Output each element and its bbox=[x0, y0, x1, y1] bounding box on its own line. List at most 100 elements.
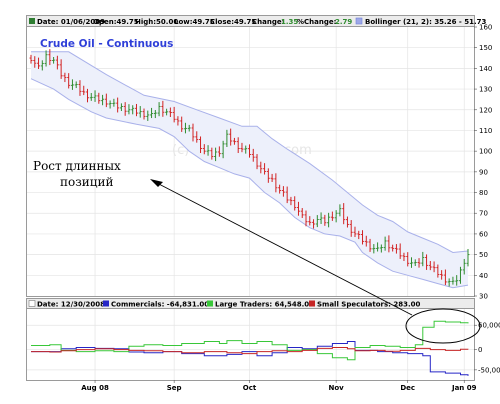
header-open: Open:49.75 bbox=[93, 18, 139, 26]
price-bar bbox=[338, 204, 342, 217]
price-bar bbox=[342, 203, 346, 225]
price-bar bbox=[214, 147, 218, 162]
price-bar bbox=[63, 72, 67, 83]
price-bar bbox=[131, 105, 135, 115]
price-bar bbox=[165, 108, 169, 116]
price-bar bbox=[409, 257, 413, 268]
price-bar bbox=[101, 94, 105, 106]
annotation-arrow bbox=[154, 181, 413, 316]
annotation-line-2: позиций bbox=[60, 175, 113, 189]
price-bar bbox=[440, 270, 444, 280]
price-bar bbox=[349, 220, 353, 237]
price-bar bbox=[334, 210, 338, 223]
cot-y-tick-label: 60,000 bbox=[478, 322, 500, 330]
price-y-axis: 30 40 50 60 70 80 90 100 110 120 130 140 150 160 bbox=[474, 24, 492, 301]
price-bar bbox=[312, 219, 316, 229]
price-bar bbox=[413, 259, 417, 266]
price-bar bbox=[432, 261, 436, 273]
price-header: Date: 01/06/2009 Open:49.75 High:50.00 L… bbox=[29, 17, 487, 26]
price-bars bbox=[29, 49, 470, 287]
price-bar bbox=[195, 131, 199, 143]
price-bar bbox=[368, 238, 372, 252]
x-tick-label: Jan 09 bbox=[451, 384, 477, 392]
price-bar bbox=[199, 136, 203, 154]
y-tick-label: 30 bbox=[479, 293, 488, 301]
price-bar bbox=[187, 124, 191, 132]
price-bar bbox=[217, 146, 221, 157]
header-pct-value: 2.79 bbox=[335, 18, 352, 26]
price-bar bbox=[44, 50, 48, 67]
header-low: Low:49.75 bbox=[174, 18, 215, 26]
price-bar bbox=[29, 54, 33, 64]
cot-panel bbox=[26, 298, 475, 381]
y-tick-label: 130 bbox=[479, 86, 492, 94]
price-bar bbox=[150, 107, 154, 119]
cot-series-line bbox=[31, 347, 469, 355]
price-bar bbox=[240, 142, 244, 153]
price-bar bbox=[353, 226, 357, 238]
x-tick-label: Dec bbox=[400, 384, 415, 392]
price-bar bbox=[232, 137, 236, 145]
x-axis: Aug 08 Sep Oct Nov Dec Jan 09 bbox=[81, 380, 477, 392]
price-bar bbox=[387, 235, 391, 253]
price-bar bbox=[229, 128, 233, 146]
price-bar bbox=[421, 251, 425, 267]
price-bar bbox=[221, 140, 225, 159]
price-bar bbox=[357, 230, 361, 240]
price-bar bbox=[428, 261, 432, 271]
bollinger-lower bbox=[30, 78, 469, 289]
price-bar bbox=[263, 163, 267, 175]
price-bar bbox=[281, 186, 285, 197]
price-bar bbox=[372, 244, 376, 254]
price-bar bbox=[327, 212, 331, 228]
header-bollinger: Bollinger (21, 2): 35.26 - 51.73 bbox=[365, 18, 487, 26]
price-bar bbox=[104, 93, 108, 108]
y-tick-label: 60 bbox=[479, 230, 488, 238]
header-close: Close:49.75 bbox=[210, 18, 256, 26]
x-tick-label: Sep bbox=[167, 384, 182, 392]
price-bar bbox=[52, 57, 56, 64]
price-bar bbox=[300, 208, 304, 218]
price-bar bbox=[112, 98, 116, 107]
price-bar bbox=[161, 100, 165, 117]
price-bar bbox=[285, 186, 289, 204]
y-tick-label: 90 bbox=[479, 168, 488, 176]
price-bar bbox=[364, 235, 368, 247]
price-bar bbox=[447, 278, 451, 287]
price-bar bbox=[259, 161, 263, 174]
header-pct-label: %Change: bbox=[297, 18, 337, 26]
y-tick-label: 70 bbox=[479, 210, 488, 218]
price-bar bbox=[119, 103, 123, 112]
x-tick-label: Aug 08 bbox=[81, 384, 109, 392]
price-bar bbox=[394, 244, 398, 254]
price-bar bbox=[40, 60, 44, 71]
y-tick-label: 140 bbox=[479, 65, 492, 73]
price-bar bbox=[70, 79, 74, 90]
price-bar bbox=[157, 102, 161, 117]
price-bar bbox=[93, 90, 97, 102]
price-bar bbox=[274, 173, 278, 193]
price-bar bbox=[289, 196, 293, 206]
annotation-arrowhead bbox=[150, 179, 163, 187]
price-bar bbox=[304, 210, 308, 227]
price-bar bbox=[138, 106, 142, 118]
price-bar bbox=[82, 85, 86, 96]
price-bar bbox=[466, 249, 470, 267]
cot-y-axis: 60,000 0 -50,000 bbox=[474, 322, 500, 374]
y-tick-label: 50 bbox=[479, 251, 488, 259]
price-bar bbox=[180, 116, 184, 132]
price-bar bbox=[225, 129, 229, 148]
price-header-bar bbox=[26, 15, 475, 27]
cot-series-line bbox=[31, 341, 469, 376]
price-bar bbox=[451, 276, 455, 285]
price-bar bbox=[244, 145, 248, 154]
header-change-value: 1.35 bbox=[281, 18, 298, 26]
price-bar bbox=[183, 122, 187, 134]
price-bar bbox=[74, 81, 78, 89]
header-change-label: Change: bbox=[252, 18, 285, 26]
cot-y-tick-label: 0 bbox=[478, 346, 482, 354]
price-bar bbox=[425, 254, 429, 270]
y-tick-label: 110 bbox=[479, 127, 492, 135]
price-bar bbox=[59, 59, 63, 79]
